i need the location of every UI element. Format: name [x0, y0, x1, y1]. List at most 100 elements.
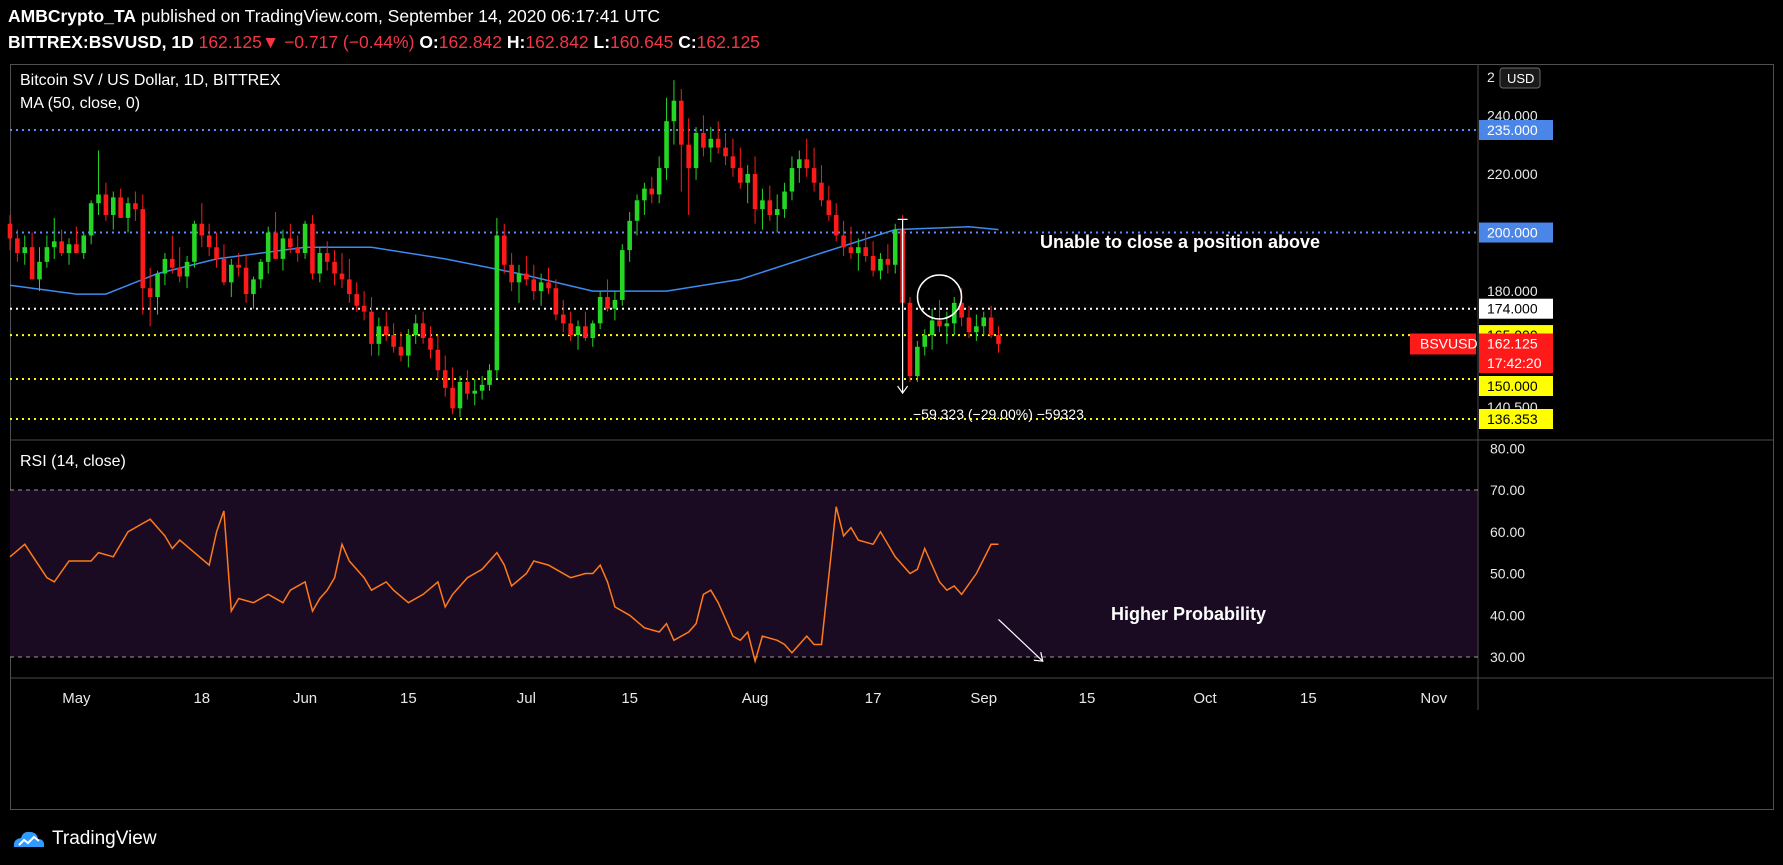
candle-body[interactable]	[413, 323, 419, 336]
candle-body[interactable]	[553, 288, 559, 315]
candle-body[interactable]	[147, 288, 153, 297]
candle-body[interactable]	[428, 338, 433, 350]
candle-body[interactable]	[74, 244, 79, 254]
candle-body[interactable]	[29, 247, 35, 280]
candle-body[interactable]	[265, 232, 271, 262]
candle-body[interactable]	[671, 100, 677, 122]
candle-body[interactable]	[538, 282, 544, 292]
candle-body[interactable]	[516, 273, 522, 283]
candle-body[interactable]	[332, 261, 337, 274]
candle-body[interactable]	[723, 147, 728, 157]
candle-body[interactable]	[811, 168, 817, 183]
candle-body[interactable]	[856, 247, 861, 254]
candle-body[interactable]	[288, 238, 293, 248]
candle-body[interactable]	[472, 390, 478, 394]
candle-body[interactable]	[206, 235, 212, 248]
candle-body[interactable]	[214, 247, 219, 259]
candle-body[interactable]	[693, 132, 699, 169]
candle-body[interactable]	[44, 247, 50, 262]
candle-body[interactable]	[391, 335, 396, 347]
candle-body[interactable]	[627, 220, 632, 251]
candle-body[interactable]	[841, 235, 846, 248]
candle-body[interactable]	[125, 203, 131, 218]
ma-indicator-label[interactable]: MA (50, close, 0)	[20, 95, 140, 112]
candle-body[interactable]	[738, 168, 743, 183]
candle-body[interactable]	[892, 229, 898, 265]
candle-body[interactable]	[184, 261, 190, 277]
candle-body[interactable]	[465, 381, 470, 394]
candle-body[interactable]	[501, 235, 507, 265]
price-tag[interactable]	[1479, 376, 1553, 396]
candle-body[interactable]	[966, 317, 972, 333]
candle-body[interactable]	[745, 173, 750, 183]
tradingview-brand[interactable]: TradingView	[52, 828, 157, 849]
candle-body[interactable]	[701, 132, 706, 148]
rsi-annotation[interactable]: Higher Probability	[1111, 604, 1266, 624]
candle-body[interactable]	[642, 188, 647, 201]
candle-body[interactable]	[442, 370, 448, 388]
candle-body[interactable]	[273, 232, 278, 259]
price-tag[interactable]	[1479, 409, 1553, 429]
tradingview-logo-icon[interactable]	[12, 828, 46, 850]
candle-body[interactable]	[317, 253, 323, 274]
candle-body[interactable]	[524, 273, 529, 280]
candle-body[interactable]	[996, 335, 1001, 344]
candle-body[interactable]	[170, 258, 175, 268]
candle-body[interactable]	[354, 294, 360, 306]
candle-body[interactable]	[590, 323, 596, 339]
candle-body[interactable]	[583, 326, 588, 339]
candle-body[interactable]	[885, 258, 891, 265]
candle-body[interactable]	[487, 370, 492, 385]
candle-body[interactable]	[981, 317, 987, 327]
candle-body[interactable]	[649, 188, 655, 195]
candle-body[interactable]	[59, 241, 64, 254]
candle-body[interactable]	[37, 261, 42, 280]
candle-body[interactable]	[103, 194, 109, 215]
candle-body[interactable]	[229, 264, 234, 283]
candle-body[interactable]	[656, 168, 662, 195]
candle-body[interactable]	[96, 194, 101, 204]
candle-body[interactable]	[826, 200, 832, 215]
candle-body[interactable]	[819, 182, 824, 201]
candle-body[interactable]	[251, 279, 256, 295]
resistance-annotation[interactable]: Unable to close a position above	[1040, 232, 1320, 252]
candle-body[interactable]	[110, 197, 116, 215]
candle-body[interactable]	[420, 323, 426, 339]
candle-body[interactable]	[376, 326, 382, 344]
candle-body[interactable]	[715, 138, 721, 148]
candle-body[interactable]	[937, 320, 942, 327]
candle-body[interactable]	[310, 223, 315, 274]
candle-body[interactable]	[634, 200, 640, 221]
candle-body[interactable]	[804, 159, 809, 169]
resistance-circle[interactable]	[916, 274, 963, 320]
candle-body[interactable]	[789, 168, 795, 192]
price-tag[interactable]	[1479, 333, 1553, 354]
candle-body[interactable]	[88, 203, 94, 236]
candle-body[interactable]	[22, 247, 28, 254]
candle-body[interactable]	[435, 349, 441, 371]
candle-body[interactable]	[767, 200, 773, 215]
candle-body[interactable]	[760, 200, 765, 210]
price-tag[interactable]	[1479, 222, 1553, 243]
candle-body[interactable]	[369, 311, 374, 344]
candle-body[interactable]	[531, 279, 537, 292]
candle-body[interactable]	[708, 138, 714, 148]
candle-body[interactable]	[140, 209, 146, 289]
candle-body[interactable]	[280, 238, 286, 259]
candle-body[interactable]	[509, 264, 514, 283]
candle-body[interactable]	[774, 209, 780, 215]
candle-body[interactable]	[664, 121, 669, 169]
candle-body[interactable]	[752, 173, 758, 210]
candle-body[interactable]	[922, 335, 928, 347]
candle-body[interactable]	[833, 214, 839, 236]
candle-body[interactable]	[155, 273, 160, 297]
candle-body[interactable]	[302, 223, 308, 254]
price-tag[interactable]	[1479, 120, 1553, 140]
candle-body[interactable]	[568, 323, 573, 336]
candle-body[interactable]	[66, 244, 72, 254]
candle-body[interactable]	[988, 317, 994, 336]
candle-body[interactable]	[974, 326, 979, 333]
candle-body[interactable]	[870, 255, 876, 271]
candle-body[interactable]	[944, 323, 950, 327]
